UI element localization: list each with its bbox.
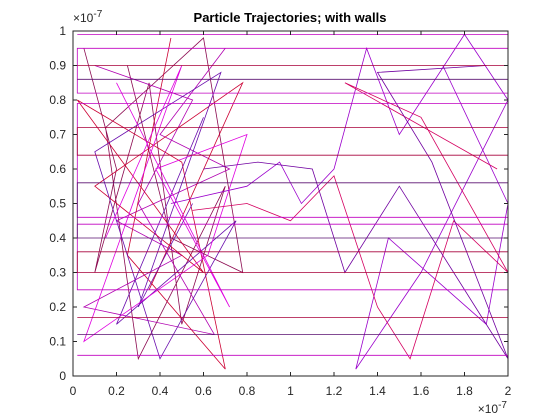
trajectory-line <box>82 48 231 336</box>
svg-text:×10-7: ×10-7 <box>73 9 103 25</box>
y-tick-label: 0.1 <box>49 335 66 349</box>
y-tick-label: 0.3 <box>49 266 66 280</box>
x-tick-label: 0.8 <box>239 384 256 398</box>
x-exponent-label: ×10-7 <box>478 400 508 416</box>
y-tick-label: 0.5 <box>49 197 66 211</box>
trajectory-line <box>83 65 248 343</box>
trajectory-line <box>192 82 508 360</box>
x-tick-label: 1.6 <box>413 384 430 398</box>
y-tick-label: 1 <box>59 24 66 38</box>
chart-title: Particle Trajectories; with walls <box>194 10 387 25</box>
x-tick-label: 1.4 <box>369 384 386 398</box>
y-exponent-power: -7 <box>93 9 102 20</box>
y-tick-label: 0 <box>59 369 66 383</box>
x-tick-label: 0.6 <box>195 384 212 398</box>
x-axis: 0 0.2 0.4 0.6 0.8 1 1.2 1.4 1.6 1.8 2 <box>70 31 512 398</box>
plot-area <box>73 31 508 376</box>
trajectory-line <box>76 37 244 370</box>
trajectory-line <box>76 34 508 356</box>
y-tick-label: 0.8 <box>49 93 66 107</box>
y-axis: 0 0.1 0.2 0.3 0.4 0.5 0.6 0.7 0.8 0.9 1 <box>49 24 508 383</box>
series-layer <box>76 33 508 370</box>
x-tick-label: 0.2 <box>108 384 125 398</box>
trajectory-line <box>203 65 508 360</box>
x-tick-label: 2 <box>505 384 512 398</box>
y-tick-label: 0.9 <box>49 59 66 73</box>
y-exponent-label: ×10-7 <box>73 9 103 25</box>
trajectory-line <box>76 78 508 336</box>
y-tick-label: 0.6 <box>49 162 66 176</box>
y-exponent-base: ×10 <box>73 11 94 25</box>
x-tick-label: 0.4 <box>152 384 169 398</box>
y-tick-label: 0.4 <box>49 231 66 245</box>
x-tick-label: 1.8 <box>456 384 473 398</box>
x-exponent-power: -7 <box>498 400 507 411</box>
trajectory-line <box>94 71 237 360</box>
x-tick-label: 1 <box>287 384 294 398</box>
x-tick-label: 1.2 <box>326 384 343 398</box>
x-exponent-base: ×10 <box>478 402 499 416</box>
y-tick-label: 0.2 <box>49 300 66 314</box>
y-tick-label: 0.7 <box>49 128 66 142</box>
x-tick-label: 0 <box>70 384 77 398</box>
svg-text:×10-7: ×10-7 <box>478 400 508 416</box>
